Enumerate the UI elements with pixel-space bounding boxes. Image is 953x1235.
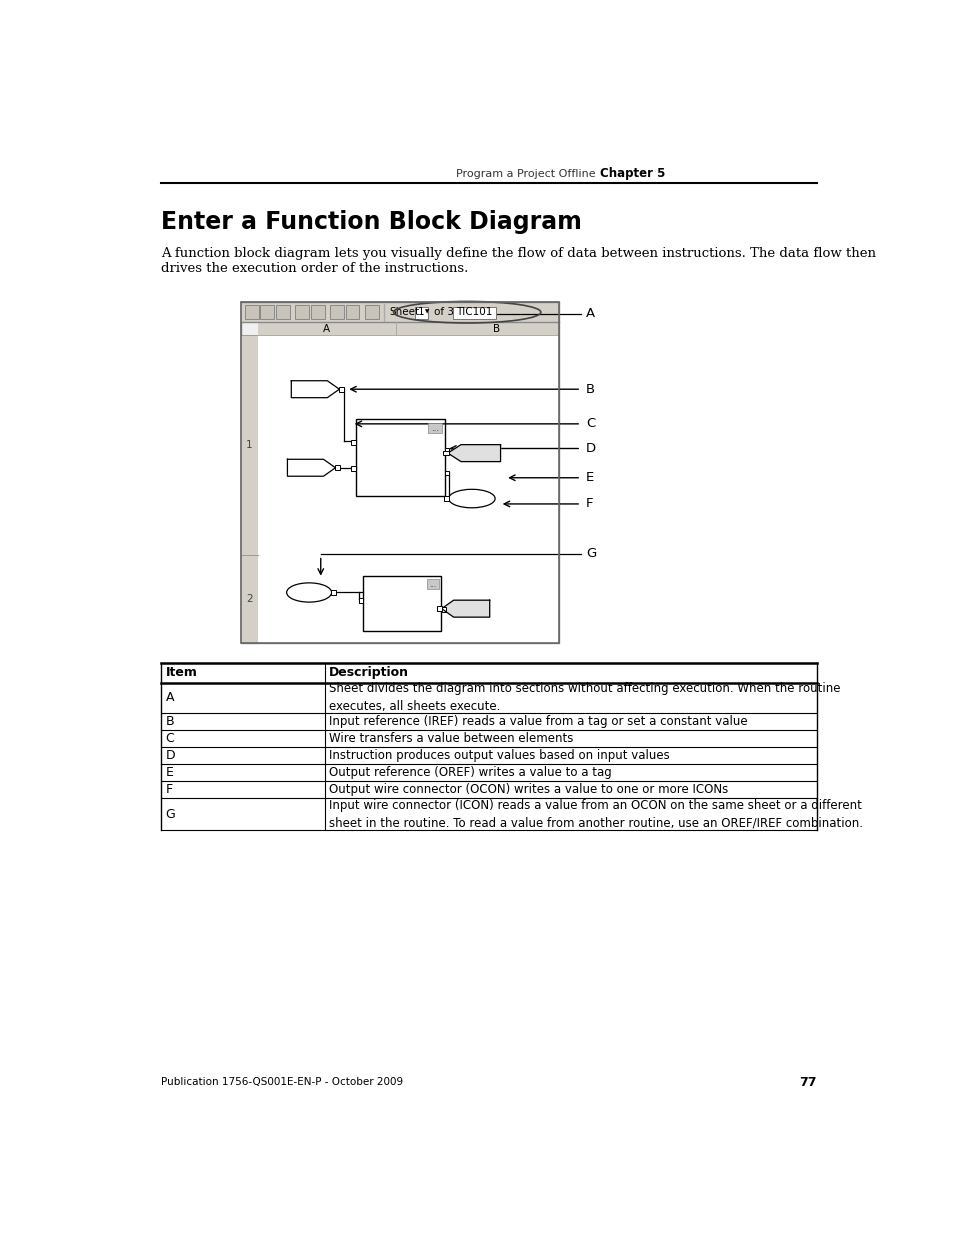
- Bar: [351, 440, 355, 445]
- Text: A function block diagram lets you visually define the flow of data between instr: A function block diagram lets you visual…: [161, 247, 875, 259]
- Ellipse shape: [286, 583, 332, 603]
- Bar: [428, 424, 442, 433]
- Bar: [415, 306, 428, 319]
- Bar: [453, 306, 496, 319]
- Text: B: B: [166, 715, 174, 729]
- Bar: [427, 579, 438, 589]
- Bar: [335, 466, 340, 471]
- Text: ...: ...: [429, 579, 436, 589]
- Bar: [241, 303, 558, 643]
- Bar: [365, 305, 378, 319]
- Text: Output wire connector (OCON) writes a value to one or more ICONs: Output wire connector (OCON) writes a va…: [329, 783, 728, 797]
- Bar: [443, 496, 449, 501]
- Bar: [245, 305, 258, 319]
- Text: G: G: [585, 547, 596, 561]
- Text: ...: ...: [431, 424, 439, 432]
- Bar: [294, 305, 309, 319]
- Text: A: A: [166, 692, 174, 704]
- Bar: [330, 305, 344, 319]
- Text: drives the execution order of the instructions.: drives the execution order of the instru…: [161, 262, 468, 275]
- Text: TIC101: TIC101: [456, 308, 492, 317]
- Bar: [436, 606, 442, 611]
- Text: Description: Description: [329, 666, 409, 679]
- Text: ▼: ▼: [425, 310, 429, 315]
- Bar: [241, 336, 257, 643]
- Bar: [275, 305, 290, 319]
- Text: A: A: [322, 324, 330, 333]
- Text: F: F: [585, 498, 593, 510]
- Text: Publication 1756-QS001E-EN-P - October 2009: Publication 1756-QS001E-EN-P - October 2…: [161, 1077, 403, 1087]
- Text: D: D: [585, 442, 596, 454]
- Text: Wire transfers a value between elements: Wire transfers a value between elements: [329, 732, 573, 745]
- Ellipse shape: [448, 489, 495, 508]
- Bar: [331, 590, 335, 595]
- Text: E: E: [585, 472, 594, 484]
- Text: D: D: [166, 750, 175, 762]
- Text: Instruction produces output values based on input values: Instruction produces output values based…: [329, 750, 669, 762]
- Bar: [355, 419, 444, 496]
- Text: E: E: [166, 766, 173, 779]
- Bar: [351, 466, 355, 471]
- Text: A: A: [585, 308, 595, 320]
- Text: F: F: [166, 783, 172, 797]
- Bar: [241, 303, 558, 322]
- Text: Item: Item: [166, 666, 197, 679]
- Text: Input reference (IREF) reads a value from a tag or set a constant value: Input reference (IREF) reads a value fro…: [329, 715, 747, 729]
- Bar: [363, 576, 440, 631]
- Bar: [444, 448, 449, 452]
- Bar: [444, 471, 449, 475]
- Polygon shape: [441, 600, 489, 618]
- Bar: [260, 305, 274, 319]
- Bar: [440, 608, 445, 611]
- Bar: [311, 305, 324, 319]
- Bar: [358, 598, 363, 603]
- Text: C: C: [166, 732, 174, 745]
- Polygon shape: [291, 380, 339, 398]
- Text: 2: 2: [246, 594, 253, 604]
- Polygon shape: [287, 459, 335, 477]
- Text: 77: 77: [799, 1076, 816, 1089]
- Text: 1: 1: [246, 440, 253, 450]
- Text: Input wire connector (ICON) reads a value from an OCON on the same sheet or a di: Input wire connector (ICON) reads a valu…: [329, 799, 862, 830]
- Text: Sheet: Sheet: [390, 308, 419, 317]
- Text: G: G: [166, 808, 175, 821]
- Text: of 3: of 3: [434, 308, 454, 317]
- Text: Chapter 5: Chapter 5: [599, 167, 664, 180]
- Text: B: B: [585, 383, 595, 395]
- Text: Program a Project Offline: Program a Project Offline: [456, 169, 596, 179]
- Bar: [338, 387, 344, 391]
- Text: B: B: [493, 324, 499, 333]
- Bar: [257, 336, 558, 643]
- Bar: [241, 303, 558, 643]
- Polygon shape: [447, 445, 500, 462]
- Bar: [443, 451, 448, 456]
- Text: C: C: [585, 417, 595, 430]
- Bar: [345, 305, 359, 319]
- Bar: [257, 322, 558, 336]
- Text: Output reference (OREF) writes a value to a tag: Output reference (OREF) writes a value t…: [329, 766, 612, 779]
- Text: Sheet divides the diagram into sections without affecting execution. When the ro: Sheet divides the diagram into sections …: [329, 683, 840, 714]
- Text: Enter a Function Block Diagram: Enter a Function Block Diagram: [161, 210, 581, 233]
- Text: 1: 1: [417, 308, 424, 317]
